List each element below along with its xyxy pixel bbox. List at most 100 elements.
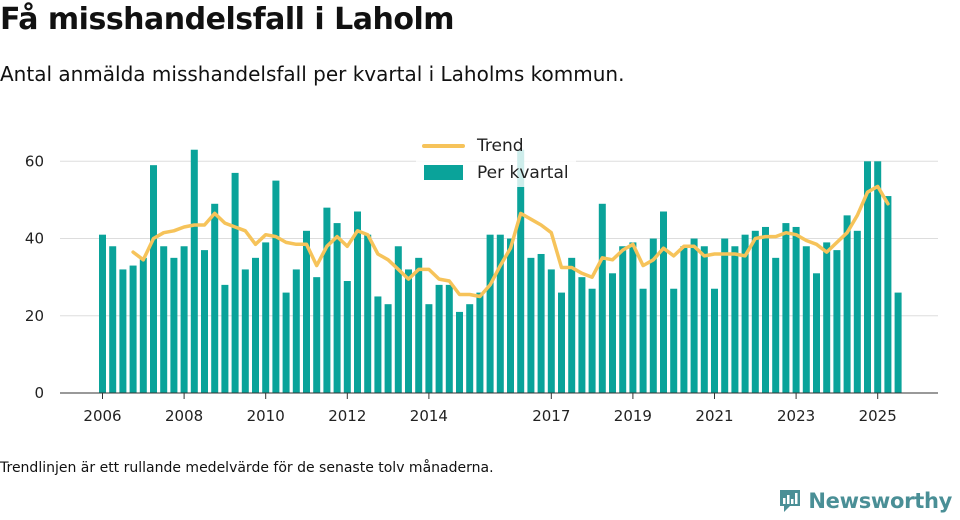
trend-line — [131, 184, 890, 299]
x-tick-label: 2014 — [410, 407, 448, 425]
bar — [435, 284, 443, 393]
x-tick-label: 2023 — [777, 407, 815, 425]
y-tick-label: 60 — [25, 152, 44, 170]
legend-bars-label: Per kvartal — [477, 163, 569, 183]
bar — [323, 207, 331, 393]
bar — [282, 292, 290, 393]
bar — [833, 250, 841, 393]
bar — [139, 257, 147, 393]
bar — [680, 246, 688, 393]
bar — [507, 238, 514, 393]
bar — [170, 257, 178, 393]
bar — [598, 203, 606, 393]
bar — [537, 253, 545, 393]
bar — [456, 311, 463, 393]
bar — [445, 284, 453, 393]
bar — [211, 203, 219, 393]
x-tick-label: 2012 — [328, 407, 366, 425]
bar — [231, 172, 239, 393]
bar — [772, 257, 780, 393]
bar — [343, 281, 351, 393]
bar — [670, 288, 678, 393]
chart-subtitle: Antal anmälda misshandelsfall per kvarta… — [0, 62, 625, 86]
bar — [721, 238, 729, 393]
bar — [578, 277, 586, 393]
bar — [711, 288, 718, 393]
bar — [649, 238, 657, 393]
x-tick-label: 2017 — [532, 407, 570, 425]
legend: Trend Per kvartal — [416, 131, 576, 187]
bar — [292, 269, 300, 393]
bar — [394, 246, 402, 393]
bar — [354, 211, 361, 393]
bar — [486, 234, 494, 393]
bar — [109, 246, 117, 393]
bar — [201, 250, 208, 393]
bar — [874, 161, 882, 393]
bar — [843, 215, 851, 393]
x-tick-label: 2008 — [165, 407, 203, 425]
bar — [568, 257, 576, 393]
legend-trend-label: Trend — [476, 136, 524, 156]
y-tick-label: 40 — [25, 230, 44, 248]
trend-series — [131, 184, 890, 299]
bar — [496, 234, 504, 393]
bar — [823, 242, 831, 393]
bar — [425, 304, 433, 393]
bar — [619, 246, 627, 393]
footnote: Trendlinjen är ett rullande medelvärde f… — [0, 460, 494, 476]
bar — [129, 265, 137, 393]
bar — [751, 230, 759, 393]
bar — [384, 304, 392, 393]
y-tick-label: 20 — [25, 307, 44, 325]
bar — [374, 296, 382, 393]
chart-title: Få misshandelsfall i Laholm — [0, 2, 455, 37]
bar — [517, 149, 525, 393]
bar — [262, 242, 270, 393]
bar — [894, 292, 902, 393]
bar — [741, 234, 749, 393]
brand-name: Newsworthy — [808, 489, 952, 513]
bar — [150, 165, 157, 393]
x-tick-label: 2019 — [614, 407, 652, 425]
bar — [660, 211, 667, 393]
bar — [547, 269, 555, 393]
bar — [884, 196, 892, 393]
bar — [190, 149, 198, 393]
x-tick-label: 2025 — [859, 407, 897, 425]
bar — [802, 246, 810, 393]
bar — [762, 226, 769, 393]
bar — [364, 234, 372, 393]
bar — [609, 273, 616, 393]
bar — [221, 284, 229, 393]
axes: 0 20 40 60 2006 2008 2010 2012 2014 2017 2019 2021 2… — [25, 152, 938, 425]
bar — [527, 257, 535, 393]
legend-bars-swatch — [424, 165, 463, 180]
newsworthy-brand[interactable]: Newsworthy — [778, 488, 952, 514]
bar-series — [99, 149, 902, 393]
bar — [180, 246, 188, 393]
bar — [466, 304, 474, 393]
bar — [558, 292, 565, 393]
bar — [853, 230, 861, 393]
bar — [813, 273, 820, 393]
bar — [415, 257, 423, 393]
bar — [333, 223, 341, 393]
newsworthy-logo-icon — [780, 490, 801, 512]
bar — [731, 246, 739, 393]
x-tick-label: 2021 — [695, 407, 733, 425]
bar — [629, 242, 637, 393]
bar — [690, 238, 698, 393]
y-tick-label: 0 — [34, 384, 44, 402]
x-tick-label: 2006 — [83, 407, 121, 425]
bar — [700, 246, 708, 393]
bar — [241, 269, 249, 393]
x-tick-label: 2010 — [247, 407, 285, 425]
bar — [792, 226, 800, 393]
bar — [588, 288, 596, 393]
bar — [864, 161, 871, 393]
bar — [119, 269, 127, 393]
bar — [252, 257, 259, 393]
bar — [405, 269, 412, 393]
bar — [639, 288, 647, 393]
